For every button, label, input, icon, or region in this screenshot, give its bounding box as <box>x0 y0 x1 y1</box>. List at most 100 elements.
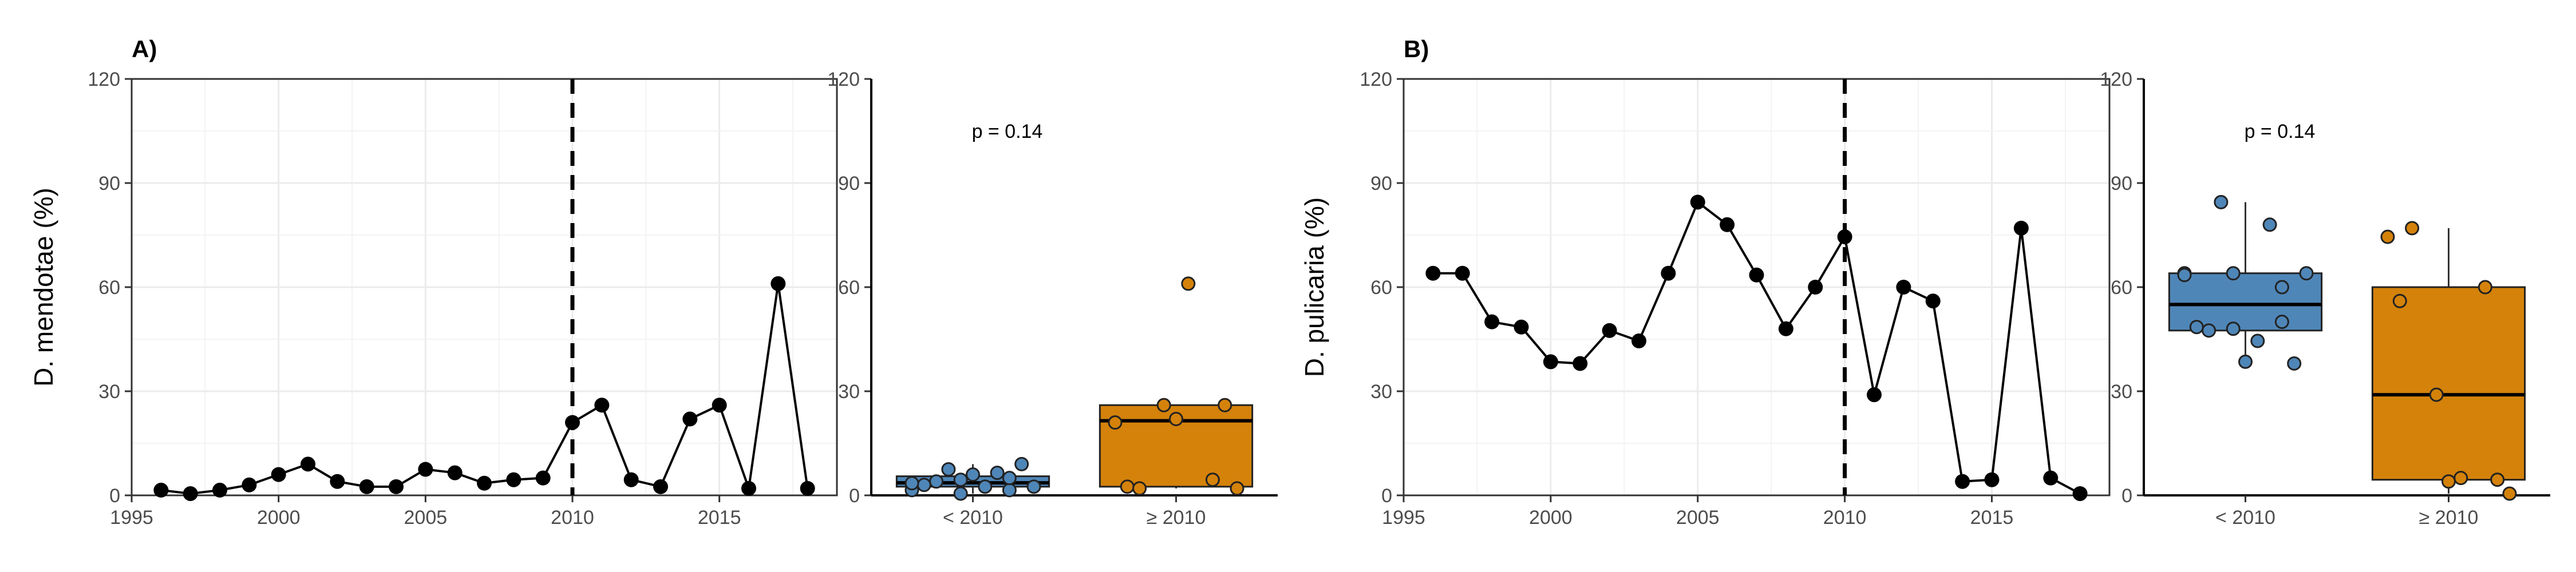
y-tick-label: 0 <box>109 485 120 507</box>
jitter-point <box>2502 486 2517 501</box>
x-tick-label: 2010 <box>551 507 594 529</box>
x-category-label: ≥ 2010 <box>2419 507 2479 529</box>
data-point <box>1837 229 1852 245</box>
data-point <box>2013 220 2029 236</box>
jitter-point <box>1205 472 1220 487</box>
data-point <box>741 480 756 496</box>
data-point <box>1720 217 1735 232</box>
jitter-point <box>929 474 944 489</box>
jitter-point <box>1002 471 1017 486</box>
data-point <box>301 456 315 472</box>
data-point <box>1543 354 1558 370</box>
x-tick-label: 2015 <box>698 507 741 529</box>
data-point <box>183 486 198 501</box>
x-tick-label: 2005 <box>404 507 448 529</box>
y-tick-label: 30 <box>838 381 860 403</box>
y-tick-label: 120 <box>2100 69 2132 90</box>
data-point <box>1573 356 1588 371</box>
data-point <box>1896 280 1911 295</box>
data-point <box>1661 265 1676 281</box>
data-point <box>1955 474 1970 489</box>
jitter-point <box>2214 194 2229 209</box>
jitter-point <box>916 478 931 492</box>
data-point <box>1514 319 1529 335</box>
data-point <box>535 470 551 486</box>
data-point <box>1690 194 1705 210</box>
data-point <box>212 482 227 498</box>
jitter-point <box>953 486 968 501</box>
jitter-point <box>2453 471 2468 486</box>
data-point <box>1484 314 1500 329</box>
y-tick-label: 60 <box>98 277 120 299</box>
jitter-point <box>2429 387 2444 402</box>
data-point <box>359 479 374 494</box>
jitter-point <box>966 467 980 482</box>
data-point <box>1631 333 1646 349</box>
jitter-point <box>2490 472 2505 487</box>
jitter-point <box>1181 276 1196 291</box>
jitter-point <box>990 466 1005 480</box>
data-point <box>242 477 257 492</box>
jitter-point <box>1230 481 1244 496</box>
y-tick-label: 0 <box>849 485 860 507</box>
jitter-point <box>1169 412 1183 427</box>
jitter-point <box>2226 266 2241 281</box>
jitter-point <box>1218 398 1232 412</box>
data-point <box>1425 265 1441 281</box>
jitter-point <box>2441 474 2456 489</box>
jitter-point <box>1014 456 1029 471</box>
jitter-point <box>2274 280 2289 295</box>
x-tick-label: 2010 <box>1823 507 1867 529</box>
y-tick-label: 120 <box>88 69 120 90</box>
jitter-point <box>2299 266 2314 281</box>
data-point <box>712 398 727 413</box>
data-point <box>477 475 492 491</box>
jitter-point <box>2202 323 2217 338</box>
data-point <box>1808 280 1823 295</box>
y-axis-title: D. pulicaria (%) <box>1299 197 1329 377</box>
jitter-point <box>2392 293 2407 308</box>
data-point <box>623 472 639 487</box>
data-point <box>682 411 698 427</box>
jitter-point <box>1026 479 1041 494</box>
jitter-point <box>2380 229 2395 244</box>
data-point <box>447 465 463 480</box>
jitter-point <box>2478 280 2492 295</box>
data-point <box>506 472 521 487</box>
x-tick-label: 2005 <box>1676 507 1720 529</box>
jitter-point <box>2189 320 2204 335</box>
jitter-point <box>2262 217 2277 232</box>
jitter-point <box>2250 333 2265 348</box>
y-tick-label: 30 <box>2111 381 2132 403</box>
x-tick-label: 2000 <box>257 507 301 529</box>
jitter-point <box>1120 479 1135 494</box>
y-tick-label: 60 <box>2111 277 2132 299</box>
x-category-label: < 2010 <box>2215 507 2275 529</box>
y-tick-label: 90 <box>98 173 120 194</box>
data-point <box>271 467 286 482</box>
jitter-point <box>1002 483 1017 498</box>
y-tick-label: 30 <box>98 381 120 403</box>
data-point <box>389 479 404 494</box>
jitter-point <box>2405 221 2420 236</box>
data-point <box>2043 470 2059 486</box>
x-category-label: ≥ 2010 <box>1147 507 1206 529</box>
plot-border <box>1402 78 2111 496</box>
jitter-point <box>2287 356 2302 371</box>
p-value-annotation: p = 0.14 <box>2245 121 2316 142</box>
data-point <box>653 479 668 494</box>
y-tick-label: 60 <box>838 277 860 299</box>
jitter-point <box>941 462 956 476</box>
data-point <box>771 276 786 291</box>
jitter-point <box>978 479 993 494</box>
y-tick-label: 90 <box>1370 173 1392 194</box>
y-tick-label: 30 <box>1370 381 1392 403</box>
y-tick-label: 90 <box>838 173 860 194</box>
data-point <box>1778 321 1793 336</box>
y-tick-label: 0 <box>2121 485 2132 507</box>
data-point <box>594 398 610 413</box>
data-point <box>1925 293 1941 309</box>
data-point <box>1984 472 2000 487</box>
plot-border <box>131 78 838 496</box>
